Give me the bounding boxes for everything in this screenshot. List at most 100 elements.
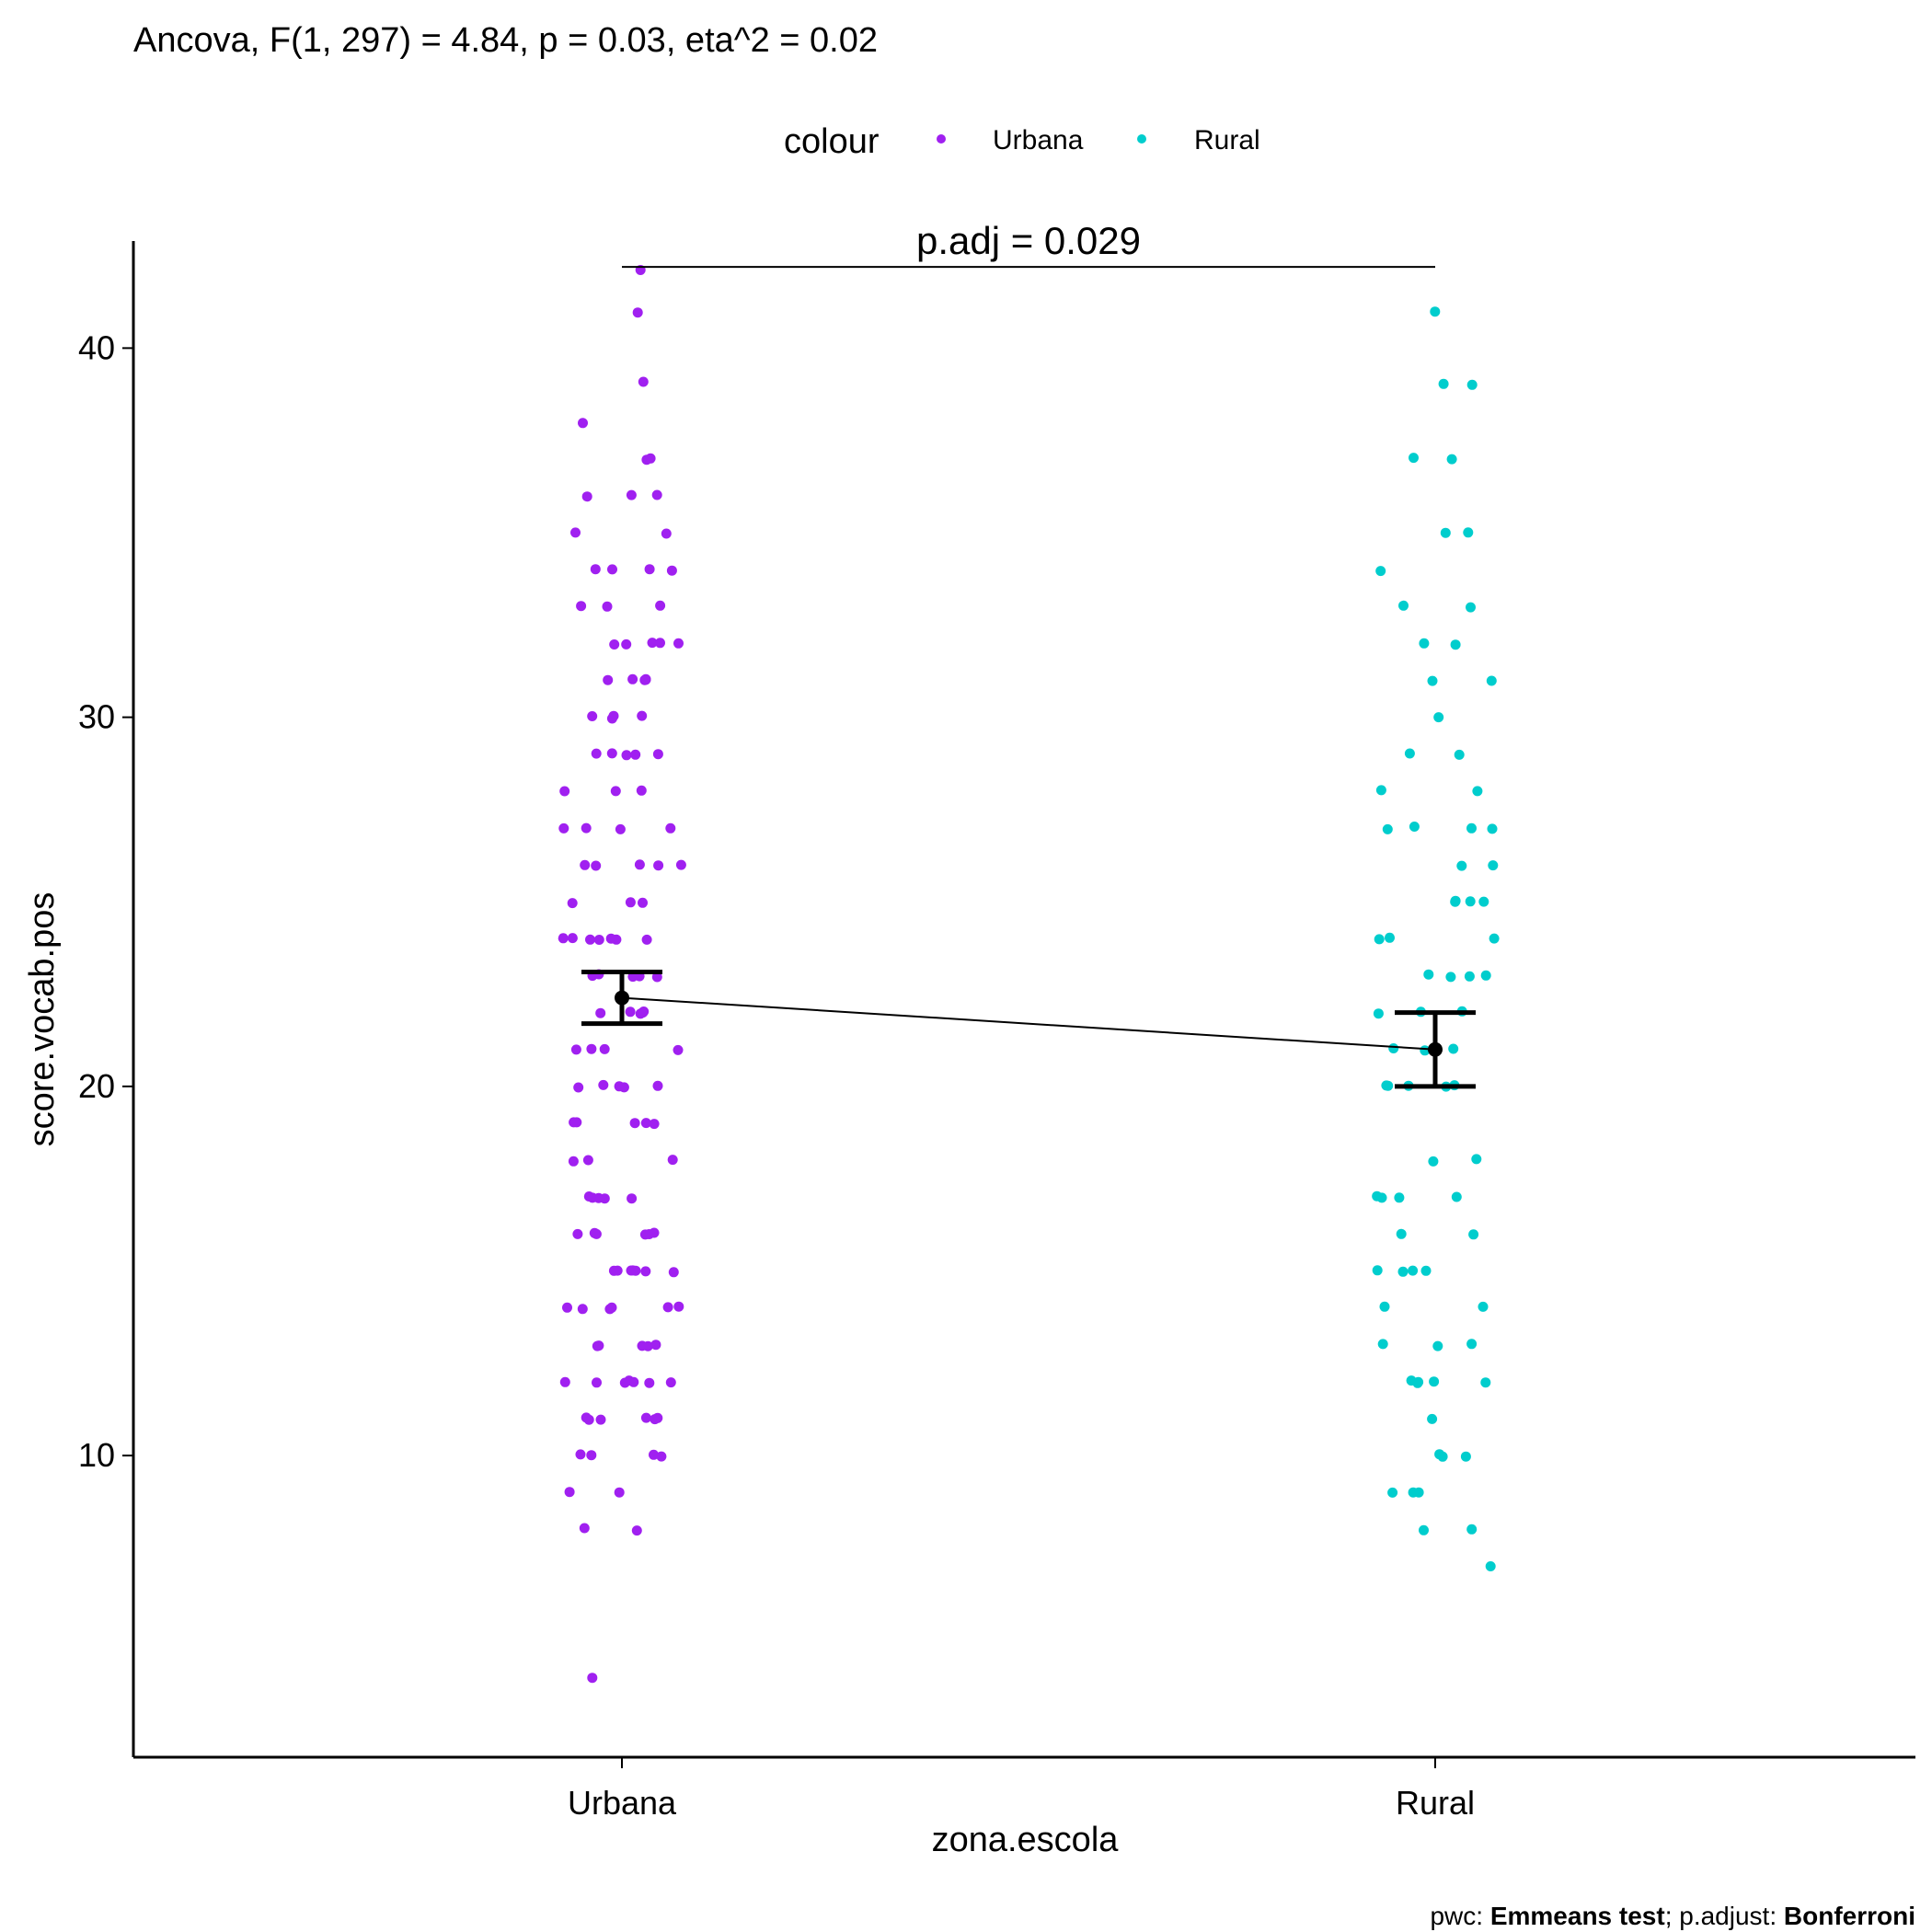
data-point: [626, 489, 637, 500]
data-point: [1423, 969, 1434, 980]
data-point: [1408, 1487, 1419, 1498]
data-point: [605, 933, 616, 944]
data-point: [606, 1302, 617, 1313]
data-point: [1398, 600, 1409, 611]
data-point: [1413, 1376, 1424, 1387]
data-point: [599, 1043, 610, 1054]
data-point: [1372, 1265, 1383, 1276]
data-point: [1463, 527, 1474, 538]
data-point: [1472, 786, 1483, 797]
mean-summary: [581, 969, 1476, 1089]
data-point: [1372, 1190, 1383, 1202]
data-point: [558, 933, 569, 944]
y-tick-label: 30: [78, 698, 115, 736]
x-axis-title: zona.escola: [932, 1821, 1120, 1859]
data-point: [651, 489, 662, 500]
data-point: [591, 860, 602, 871]
data-point: [1408, 1265, 1419, 1276]
data-point: [644, 1377, 655, 1388]
data-point: [1465, 896, 1476, 907]
data-point: [577, 1304, 588, 1315]
caption-middle: ; p.adjust:: [1665, 1902, 1784, 1930]
data-point: [1466, 1339, 1478, 1350]
data-point: [1438, 378, 1449, 389]
data-point: [653, 860, 664, 871]
legend-swatch-rural: [1137, 134, 1146, 144]
data-point: [627, 673, 638, 684]
data-point: [609, 639, 620, 650]
data-point: [559, 1376, 570, 1387]
data-point: [603, 674, 614, 685]
data-point: [592, 1377, 602, 1388]
data-point: [641, 934, 652, 945]
data-point: [640, 1266, 651, 1277]
caption-prefix: pwc:: [1430, 1902, 1489, 1930]
data-point: [1375, 566, 1386, 577]
data-point: [598, 1079, 609, 1090]
data-point: [570, 527, 581, 538]
data-point: [606, 748, 617, 759]
data-point: [593, 935, 604, 945]
data-point: [1454, 749, 1465, 760]
data-point: [1485, 1561, 1496, 1571]
data-point: [1397, 1266, 1409, 1277]
data-point: [559, 786, 570, 797]
data-point: [640, 1118, 651, 1129]
data-point: [1427, 675, 1438, 686]
data-point: [630, 749, 641, 760]
data-point: [1478, 896, 1489, 907]
data-point: [586, 1450, 597, 1461]
data-point: [589, 1227, 600, 1238]
data-point: [1429, 1376, 1440, 1387]
data-point: [578, 418, 588, 429]
y-tick-label: 10: [78, 1436, 115, 1474]
data-point: [587, 1673, 598, 1684]
data-point: [661, 528, 672, 539]
data-point: [1466, 379, 1478, 390]
caption: pwc: Emmeans test; p.adjust: Bonferroni: [1430, 1902, 1915, 1930]
data-point: [1460, 1451, 1471, 1462]
data-point: [630, 1265, 641, 1276]
data-point: [610, 786, 621, 797]
data-point: [1456, 860, 1467, 871]
data-point: [582, 1155, 593, 1166]
y-axis: 10 20 30 40: [78, 241, 135, 1757]
data-point: [639, 1229, 650, 1240]
data-point: [571, 1117, 582, 1128]
data-point: [591, 748, 602, 759]
x-axis: Urbana Rural: [133, 1755, 1915, 1822]
data-point: [1373, 1008, 1384, 1019]
data-point: [632, 307, 643, 318]
legend: colour Urbana Rural: [784, 122, 1260, 161]
data-point: [1396, 1228, 1407, 1239]
data-point: [1409, 453, 1419, 464]
data-point: [1377, 1339, 1388, 1350]
data-point: [1466, 822, 1477, 834]
data-point: [638, 376, 649, 387]
data-point: [1466, 602, 1476, 613]
data-point: [649, 1449, 659, 1460]
data-point: [1419, 1524, 1429, 1535]
data-point: [1404, 748, 1415, 759]
data-point: [673, 638, 684, 649]
data-point: [581, 491, 592, 502]
data-point: [595, 1007, 606, 1018]
data-point: [1383, 1080, 1394, 1091]
data-point: [627, 1193, 638, 1204]
data-point: [1385, 932, 1395, 943]
data-point: [640, 1412, 651, 1423]
data-point: [567, 933, 578, 944]
data-point: [1471, 1154, 1482, 1165]
data-point: [636, 785, 647, 796]
data-point: [585, 934, 595, 945]
data-point: [1450, 896, 1461, 907]
data-point: [1445, 972, 1456, 983]
data-point: [1427, 1413, 1438, 1424]
data-point: [667, 1155, 678, 1166]
data-point: [1419, 638, 1430, 649]
legend-swatch-urbana: [937, 134, 946, 144]
y-axis-title: score.vocab.pos: [23, 892, 62, 1147]
x-tick-label: Rural: [1396, 1784, 1475, 1822]
data-point: [587, 711, 598, 721]
data-point: [1394, 1192, 1405, 1203]
